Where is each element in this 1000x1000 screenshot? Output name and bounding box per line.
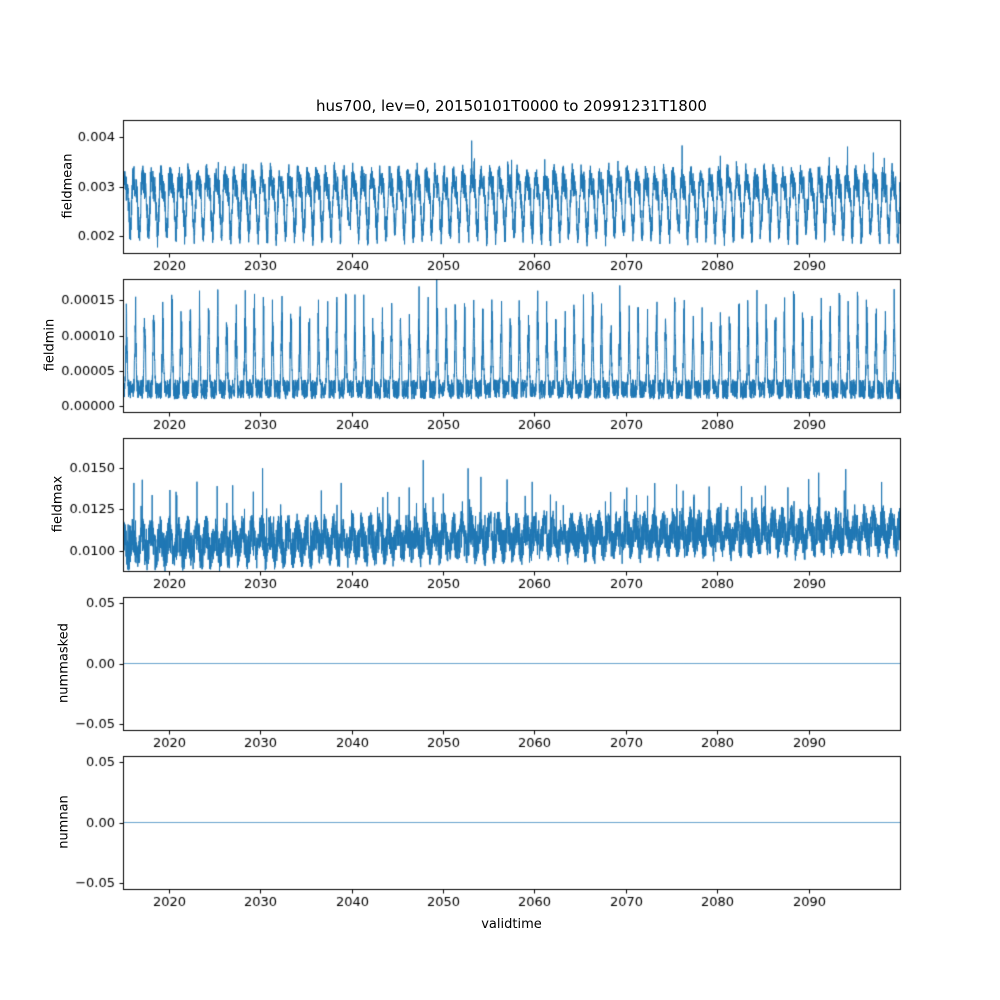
ylabel-fieldmax: fieldmax	[50, 475, 66, 533]
ylabel-numnan: numnan	[56, 795, 72, 849]
xlabel-validtime: validtime	[481, 917, 542, 932]
chart-title: hus700, lev=0, 20150101T0000 to 20991231…	[316, 97, 707, 115]
ylabel-fieldmin: fieldmin	[42, 318, 58, 372]
ylabel-nummasked: nummasked	[56, 623, 72, 703]
ylabel-fieldmean: fieldmean	[60, 153, 76, 219]
